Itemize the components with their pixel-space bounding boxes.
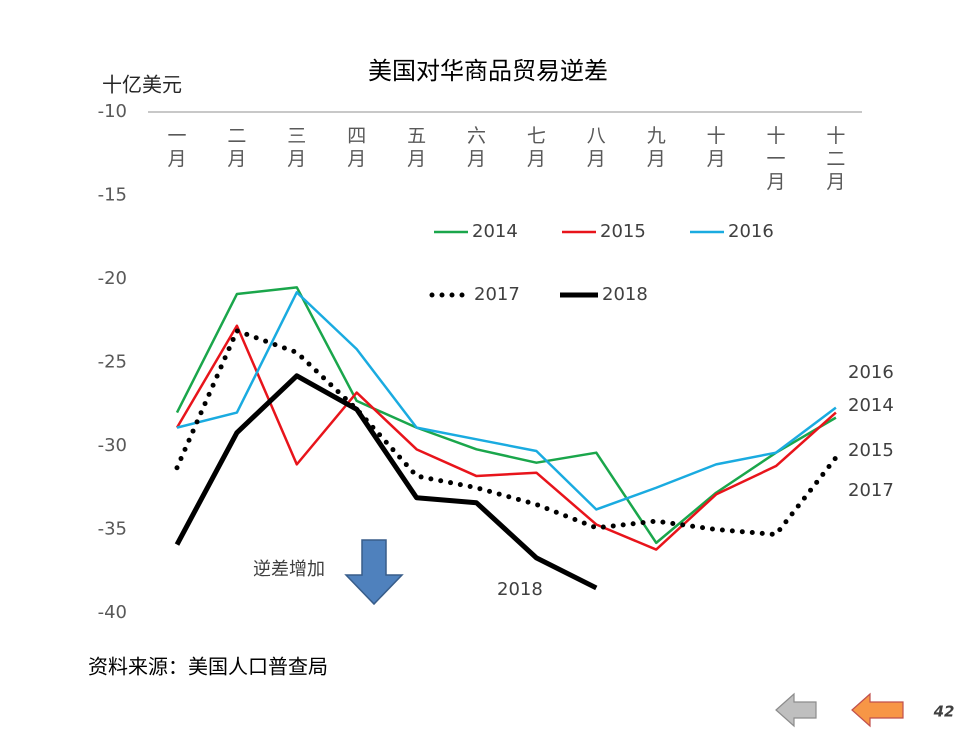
annotation: 2017 [848, 480, 894, 501]
x-tick-label: 四月 [347, 125, 366, 170]
x-tick-label: 一月 [167, 125, 186, 170]
x-tick-label: 三月 [287, 125, 306, 170]
series-line [175, 286, 837, 545]
series-line [176, 291, 837, 511]
y-tick-label: -40 [98, 602, 127, 623]
x-tick-label: 七月 [527, 125, 546, 170]
legend-label: 2015 [600, 221, 646, 242]
legend-label: 2017 [474, 284, 520, 305]
annotation: 2018 [497, 579, 543, 600]
annotation: 2016 [848, 362, 894, 383]
legend-label: 2014 [472, 221, 518, 242]
x-tick-label: 十二月 [826, 125, 845, 193]
y-tick-label: -25 [98, 352, 127, 373]
prev-button[interactable] [775, 692, 817, 728]
x-tick-label: 八月 [587, 125, 606, 170]
x-tick-label: 二月 [227, 125, 246, 170]
series-line [174, 328, 839, 538]
annotation: 2015 [848, 440, 894, 461]
page-number: 42 [933, 703, 955, 721]
back-button[interactable] [851, 692, 904, 728]
legend-label: 2016 [728, 221, 774, 242]
x-tick-label: 五月 [407, 125, 426, 170]
y-tick-label: -20 [98, 268, 127, 289]
x-tick-label: 九月 [647, 125, 666, 170]
annotation: 逆差增加 [253, 559, 325, 580]
chart-title: 美国对华商品贸易逆差 [368, 57, 608, 85]
down-arrow [344, 539, 404, 606]
series-line [174, 373, 598, 591]
x-tick-label: 六月 [467, 125, 486, 170]
annotation: 2014 [848, 395, 894, 416]
source-note: 资料来源：美国人口普查局 [88, 655, 328, 679]
y-tick-label: -10 [98, 101, 127, 122]
y-axis-label: 十亿美元 [102, 73, 182, 97]
legend-label: 2018 [602, 284, 648, 305]
y-tick-label: -30 [98, 435, 127, 456]
y-tick-label: -15 [98, 185, 127, 206]
x-tick-label: 十一月 [766, 125, 785, 193]
y-tick-label: -35 [98, 519, 127, 540]
series-line [175, 324, 837, 551]
x-tick-label: 十月 [707, 125, 726, 170]
